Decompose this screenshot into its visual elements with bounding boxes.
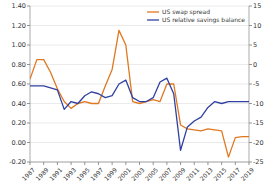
y2-tick-label: -20 (253, 139, 264, 147)
y-tick (27, 6, 30, 7)
x-tick-label: 1995 (75, 166, 91, 182)
x-tick (30, 162, 31, 165)
x-tick-label: 1991 (48, 166, 64, 182)
x-tick-label: 2017 (226, 166, 242, 182)
x-tick-label: 1989 (34, 166, 50, 182)
y-tick (27, 162, 30, 163)
x-tick (125, 162, 126, 165)
x-tick (249, 162, 250, 165)
y2-tick-label: 10 (253, 22, 261, 30)
y2-axis-line (249, 6, 250, 162)
legend-swatch (147, 11, 159, 12)
x-tick (112, 162, 113, 165)
y2-tick (249, 142, 252, 143)
x-tick (57, 162, 58, 165)
y2-tick (249, 45, 252, 46)
y2-tick-label: -25 (253, 158, 264, 166)
y2-tick-label: 15 (253, 2, 261, 10)
x-tick-label: 1993 (61, 166, 77, 182)
y2-tick (249, 84, 252, 85)
x-tick (180, 162, 181, 165)
x-tick-label: 1997 (89, 166, 105, 182)
x-tick-label: 1999 (102, 166, 118, 182)
x-tick-label: 2011 (185, 166, 201, 182)
x-tick-label: 2019 (239, 166, 255, 182)
y2-tick (249, 64, 252, 65)
series-line (30, 78, 249, 150)
x-tick (153, 162, 154, 165)
background (0, 0, 271, 186)
x-tick-label: 2009 (171, 166, 187, 182)
x-tick (235, 162, 236, 165)
x-tick (43, 162, 44, 165)
x-tick (84, 162, 85, 165)
axes: -0.20 0.00 0.20 0.40 0.60 0.80 1.00 1.20 1.40 -25… (9, 2, 263, 182)
grid-line (30, 25, 249, 26)
x-tick (71, 162, 72, 165)
y-tick-label: 0.80 (12, 61, 26, 69)
y-tick-label: 0.40 (12, 100, 26, 108)
series-line (30, 30, 249, 157)
y2-tick (249, 123, 252, 124)
x-tick-label: 2005 (144, 166, 160, 182)
y-tick (27, 64, 30, 65)
x-tick-label: 2007 (157, 166, 173, 182)
x-tick-label: 2001 (116, 166, 132, 182)
grid-line (30, 84, 249, 85)
x-tick (98, 162, 99, 165)
x-tick (207, 162, 208, 165)
chart: -0.20 0.00 0.20 0.40 0.60 0.80 1.00 1.20 1.40 -25… (0, 0, 271, 186)
y2-tick-label: -15 (253, 119, 264, 127)
y-tick-label: 1.00 (12, 41, 26, 49)
y2-tick (249, 103, 252, 104)
grid (30, 6, 249, 162)
y2-tick-label: 5 (253, 41, 257, 49)
grid-line (30, 6, 249, 7)
y-axis-line (30, 6, 31, 162)
y2-tick-label: 0 (253, 61, 257, 69)
grid-line (30, 123, 249, 124)
y-tick-label: -0.20 (9, 158, 26, 166)
y-tick (27, 25, 30, 26)
y-tick-label: 1.20 (12, 22, 26, 30)
y-tick-label: 0.00 (12, 139, 26, 147)
grid-line (30, 45, 249, 46)
x-tick (166, 162, 167, 165)
x-tick (221, 162, 222, 165)
legend-label: US relative savings balance (162, 16, 245, 24)
y-tick (27, 84, 30, 85)
y2-tick (249, 162, 252, 163)
plot-area (30, 30, 249, 157)
legend: US swap spreadUS relative savings balanc… (147, 8, 245, 24)
legend-swatch (147, 19, 159, 20)
grid-line (30, 64, 249, 65)
y2-tick-label: -5 (253, 80, 259, 88)
y2-tick (249, 25, 252, 26)
legend-label: US swap spread (162, 8, 210, 16)
x-tick-label: 2003 (130, 166, 146, 182)
x-tick (139, 162, 140, 165)
y-tick (27, 103, 30, 104)
y-tick (27, 123, 30, 124)
y-tick-label: 0.60 (12, 80, 26, 88)
y2-tick (249, 6, 252, 7)
x-axis-line (30, 162, 249, 163)
y-tick (27, 45, 30, 46)
y-tick-label: 1.40 (12, 2, 26, 10)
x-tick-label: 2015 (212, 166, 228, 182)
x-tick (194, 162, 195, 165)
y-tick (27, 142, 30, 143)
y-tick-label: 0.20 (12, 119, 26, 127)
grid-line (30, 142, 249, 143)
y2-tick-label: -10 (253, 100, 264, 108)
x-tick-label: 1987 (20, 166, 36, 182)
x-tick-label: 2013 (198, 166, 214, 182)
